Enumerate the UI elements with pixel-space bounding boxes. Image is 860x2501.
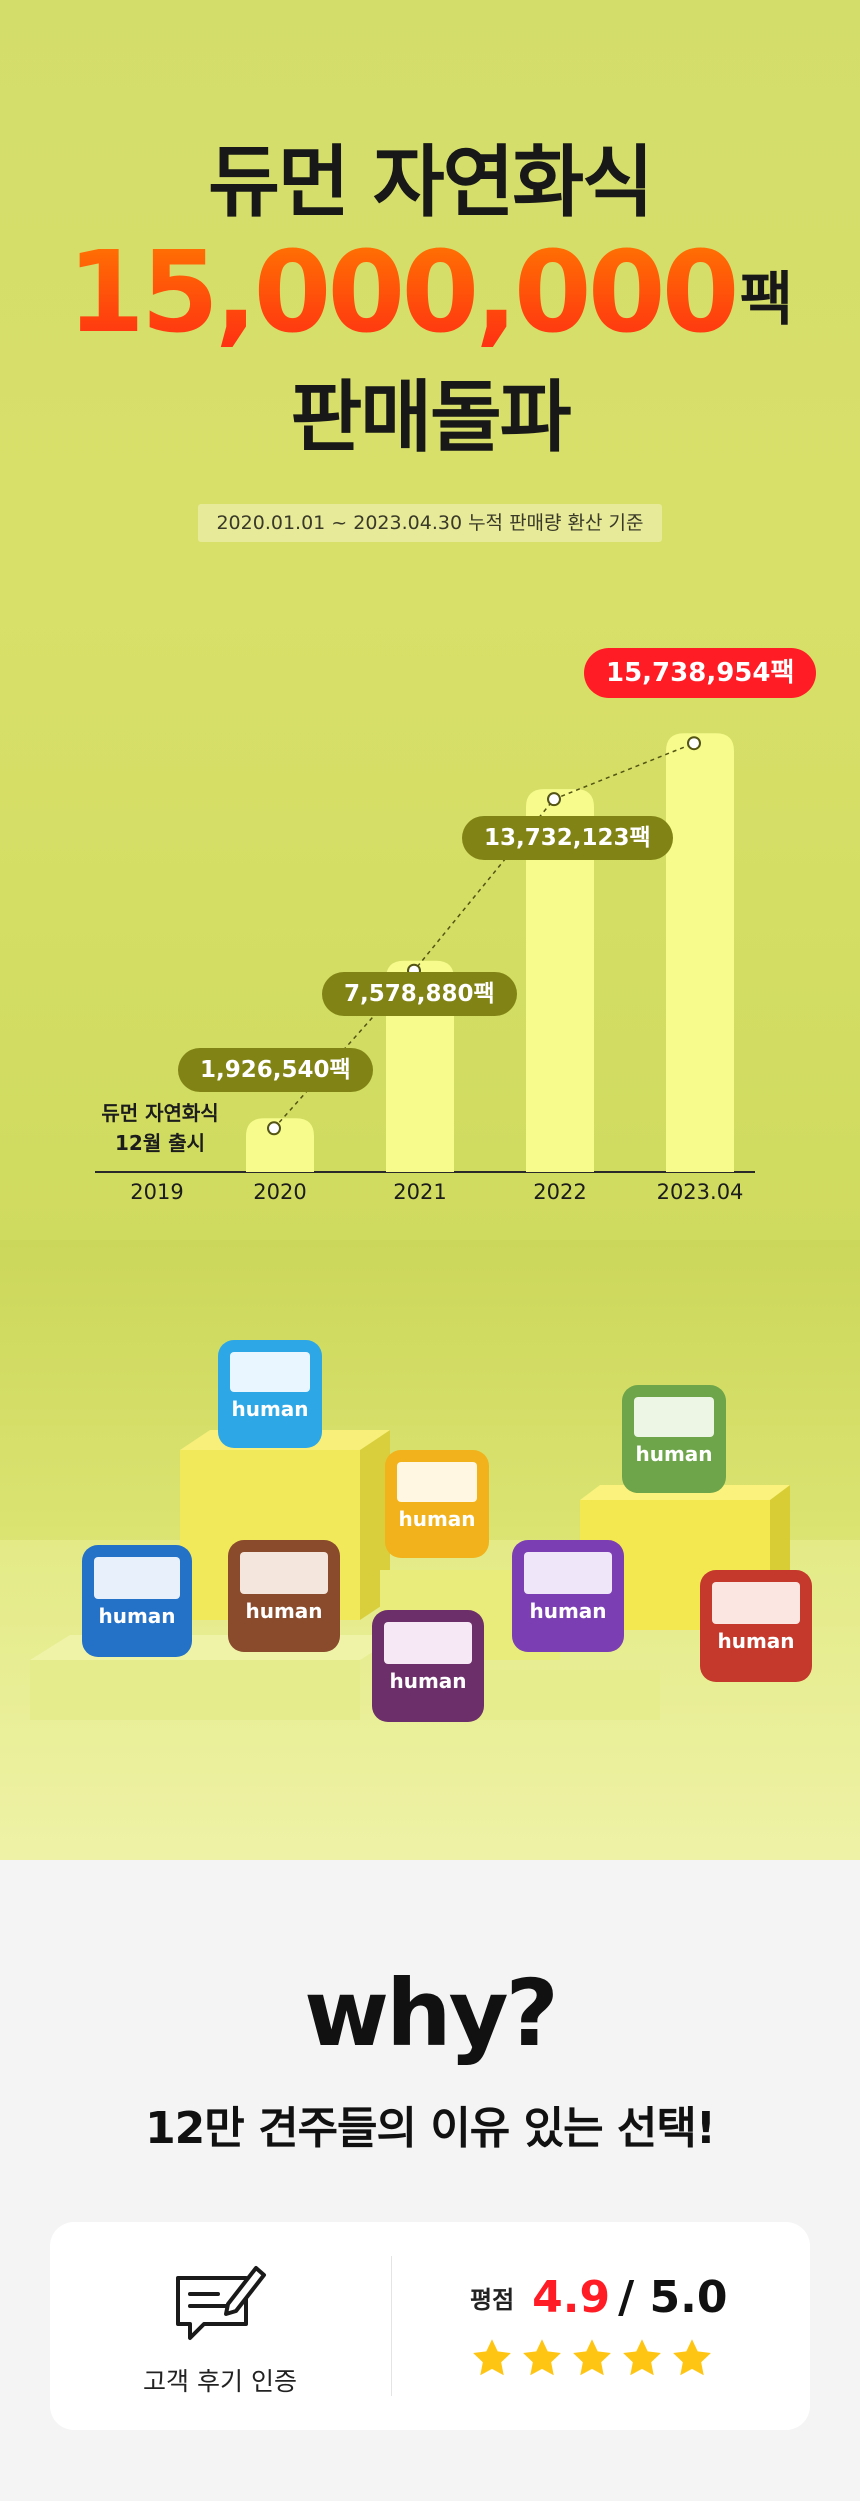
product-pack-green: human (622, 1385, 726, 1493)
svg-text:human: human (398, 1507, 475, 1531)
product-pack-brown: human (228, 1540, 340, 1652)
rating-stars (470, 2336, 720, 2384)
svg-text:human: human (231, 1397, 308, 1421)
rating-row: 평점 4.9/ 5.0 (470, 2272, 727, 2323)
review-writing-icon (168, 2260, 268, 2344)
star-icon (673, 2339, 711, 2376)
rating-label: 평점 (470, 2286, 515, 2314)
product-showcase-photo: human human human human human human (0, 1240, 860, 1860)
why-subtitle: 12만 견주들의 이유 있는 선택! (145, 2103, 716, 2154)
bar-2020 (246, 1118, 314, 1172)
why-section: why? 12만 견주들의 이유 있는 선택! 고객 후기 인증 평점 4.9/ … (0, 1860, 860, 2501)
cumulative-sales-chart: 듀먼 자연화식 12월 출시 1,926,540팩 7,578,880팩 13,73… (0, 600, 860, 1240)
launch-note-line2: 12월 출시 (115, 1131, 205, 1155)
product-pack-plum: human (372, 1610, 484, 1722)
rating-score: 4.9 (532, 2272, 611, 2323)
svg-text:human: human (635, 1442, 712, 1466)
svg-text:human: human (98, 1604, 175, 1628)
x-tick-2023.04: 2023.04 (656, 1180, 744, 1204)
review-cert-label: 고객 후기 인증 (143, 2367, 297, 2396)
svg-text:human: human (389, 1669, 466, 1693)
product-pack-yellow: human (385, 1450, 489, 1558)
launch-note: 듀먼 자연화식 12월 출시 (80, 1098, 240, 1158)
star-icon (523, 2339, 561, 2376)
bar-2022 (526, 789, 594, 1172)
launch-note-line1: 듀먼 자연화식 (101, 1101, 219, 1125)
value-label-2023.04: 15,738,954팩 (584, 648, 817, 698)
product-podium-illustration: human human human human human human (0, 1240, 860, 1860)
star-icon (473, 2339, 511, 2376)
svg-text:human: human (245, 1599, 322, 1623)
value-label-2022: 13,732,123팩 (462, 816, 673, 860)
trend-point (687, 736, 701, 751)
svg-text:human: human (529, 1599, 606, 1623)
star-icon (573, 2339, 611, 2376)
product-pack-purple: human (512, 1540, 624, 1652)
period-note: 2020.01.01 ~ 2023.04.30 누적 판매량 환산 기준 (198, 504, 662, 542)
star-icon (623, 2339, 661, 2376)
review-summary-card: 고객 후기 인증 평점 4.9/ 5.0 (50, 2222, 810, 2430)
x-tick-2022: 2022 (533, 1180, 587, 1204)
why-title: why? (304, 1960, 559, 2067)
bar-2023.04 (666, 733, 734, 1172)
trend-point (267, 1121, 281, 1136)
value-label-2021: 7,578,880팩 (322, 972, 517, 1016)
x-tick-2019: 2019 (130, 1180, 184, 1204)
sales-hero-section: 듀먼 자연화식 15,000,000팩 판매돌파 2020.01.01 ~ 20… (0, 0, 860, 1240)
card-divider (391, 2256, 392, 2396)
headline-milestone: 판매돌파 (290, 373, 571, 463)
x-tick-2020: 2020 (253, 1180, 307, 1204)
headline-sales-count: 15,000,000팩 (0, 228, 860, 358)
sales-count-number: 15,000,000 (67, 228, 740, 358)
rating-total: / 5.0 (618, 2272, 728, 2323)
sales-count-unit: 팩 (739, 265, 793, 333)
product-pack-blue: human (218, 1340, 322, 1448)
headline-brand: 듀먼 자연화식 (208, 138, 654, 228)
product-pack-red: human (700, 1570, 812, 1682)
trend-point (547, 792, 561, 807)
value-label-2020: 1,926,540팩 (178, 1048, 373, 1092)
product-pack-navy: human (82, 1545, 192, 1657)
x-tick-2021: 2021 (393, 1180, 447, 1204)
svg-text:human: human (717, 1629, 794, 1653)
